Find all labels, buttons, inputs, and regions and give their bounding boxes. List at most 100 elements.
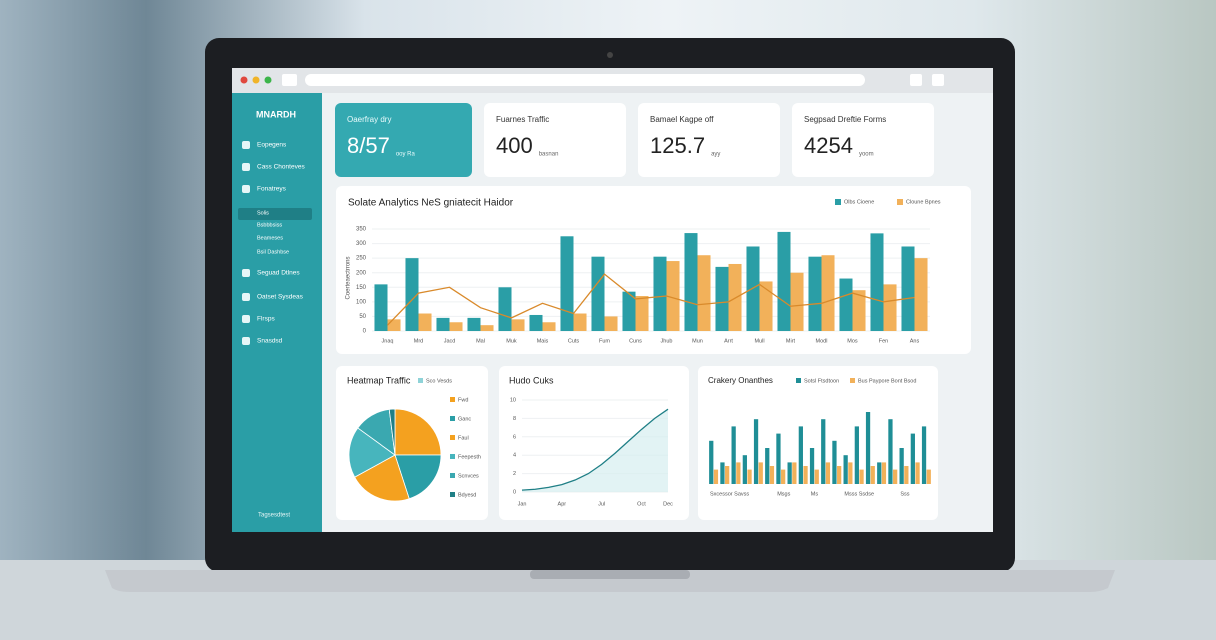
x-tick-label: Arrt bbox=[724, 338, 733, 344]
bar bbox=[498, 287, 512, 331]
x-tick-label: Fum bbox=[599, 338, 610, 344]
chart-title: Hudo Cuks bbox=[509, 375, 554, 385]
kpi-value: 8/57 bbox=[347, 133, 390, 158]
y-tick-label: 100 bbox=[356, 299, 367, 305]
legend-swatch bbox=[450, 492, 455, 497]
menu-button[interactable] bbox=[962, 74, 974, 86]
x-tick-label: Dec bbox=[663, 501, 673, 507]
menu-icon bbox=[242, 185, 250, 193]
menu-item[interactable]: Bsil Dashbse bbox=[257, 249, 289, 255]
menu-item[interactable]: Solis bbox=[257, 210, 269, 216]
bar bbox=[781, 469, 786, 484]
y-tick-label: 4 bbox=[513, 453, 516, 459]
y-tick-label: 10 bbox=[510, 397, 516, 403]
y-tick-label: 50 bbox=[359, 314, 366, 320]
bar bbox=[709, 440, 714, 484]
y-tick-label: 250 bbox=[356, 256, 367, 262]
legend-swatch bbox=[450, 397, 455, 402]
bar bbox=[877, 462, 882, 484]
window-maximize[interactable] bbox=[264, 76, 272, 84]
y-tick-label: 6 bbox=[513, 434, 516, 440]
bar bbox=[529, 314, 543, 331]
line-series bbox=[387, 273, 915, 326]
bar bbox=[591, 256, 605, 331]
bar bbox=[697, 255, 711, 331]
bar bbox=[715, 266, 729, 331]
bar bbox=[870, 466, 875, 484]
bar bbox=[769, 466, 775, 484]
legend-swatch bbox=[835, 199, 841, 205]
menu-item[interactable]: Seguad Dtlnes bbox=[257, 270, 300, 277]
extension-button[interactable] bbox=[932, 74, 944, 86]
bar bbox=[839, 278, 853, 331]
legend-label: Fwd bbox=[458, 397, 468, 403]
legend-swatch bbox=[450, 454, 455, 459]
kpi-label: Bamael Kagpe off bbox=[650, 115, 714, 124]
x-tick-label: Mal bbox=[476, 338, 485, 344]
bar bbox=[604, 316, 618, 331]
y-tick-label: 0 bbox=[363, 329, 367, 335]
bar bbox=[731, 426, 736, 484]
kpi-label: Oaerfray dry bbox=[347, 115, 391, 124]
legend-label: Bdyesd bbox=[458, 492, 476, 498]
menu-item[interactable]: Cass Chonteves bbox=[257, 164, 305, 171]
bar bbox=[511, 319, 525, 331]
bar bbox=[653, 256, 667, 331]
bar bbox=[832, 440, 837, 484]
menu-item[interactable]: Bsbbbsiss bbox=[257, 222, 282, 228]
y-tick-label: 150 bbox=[356, 285, 367, 291]
bar bbox=[449, 322, 463, 331]
sidebar-menu: Eopegens Cass Chonteves Fonatreys Solis Bsbb… bbox=[242, 141, 305, 345]
bar bbox=[809, 448, 815, 484]
bar bbox=[787, 462, 792, 484]
legend-label: Bus Paypore Bont Bsod bbox=[858, 378, 916, 384]
menu-item[interactable]: Snasdsd bbox=[257, 338, 283, 345]
x-tick-label: Ans bbox=[910, 338, 920, 344]
menu-item[interactable]: Oatset Sysdeas bbox=[257, 294, 304, 301]
laptop-notch bbox=[530, 570, 690, 579]
bar bbox=[926, 469, 931, 484]
x-tick-label: Fen bbox=[879, 338, 888, 344]
bar bbox=[713, 469, 719, 484]
bar bbox=[776, 433, 781, 484]
bar bbox=[747, 469, 752, 484]
x-tick-label: Cuts bbox=[568, 338, 580, 344]
legend-swatch bbox=[897, 199, 903, 205]
bar bbox=[814, 469, 819, 484]
menu-icon bbox=[242, 141, 250, 149]
bar bbox=[883, 284, 897, 331]
x-tick-label: Apr bbox=[558, 501, 567, 507]
window-minimize[interactable] bbox=[252, 76, 260, 84]
address-bar[interactable] bbox=[305, 74, 865, 86]
bar bbox=[843, 455, 848, 484]
bar bbox=[899, 448, 904, 484]
bar bbox=[684, 233, 698, 331]
kpi-label: Fuarnes Traffic bbox=[496, 115, 549, 124]
x-tick-label: Mos bbox=[847, 338, 858, 344]
back-button[interactable] bbox=[282, 74, 297, 86]
legend-label: Feepesth bbox=[458, 454, 481, 460]
legend-label: Olbs Cioene bbox=[844, 199, 874, 205]
x-tick-label: Oct bbox=[637, 501, 646, 507]
menu-item[interactable]: Fonatreys bbox=[257, 186, 287, 193]
window-close[interactable] bbox=[240, 76, 248, 84]
bar bbox=[753, 419, 759, 484]
kpi-unit: ayy bbox=[711, 152, 720, 158]
menu-item[interactable]: Beameses bbox=[257, 235, 283, 241]
bar bbox=[542, 322, 556, 331]
x-tick-label: Jnaq bbox=[382, 338, 394, 344]
bar bbox=[374, 284, 388, 331]
bar bbox=[759, 281, 773, 331]
bar bbox=[666, 261, 680, 331]
bar bbox=[888, 419, 893, 484]
extension-button[interactable] bbox=[910, 74, 922, 86]
x-tick-label: Jan bbox=[518, 501, 527, 507]
menu-item[interactable]: Eopegens bbox=[257, 142, 287, 149]
kpi-unit: basnan bbox=[539, 152, 559, 158]
menu-item[interactable]: Flrsps bbox=[257, 316, 275, 323]
bar bbox=[901, 246, 915, 331]
laptop-base bbox=[105, 570, 1115, 592]
x-tick-label: Mrd bbox=[414, 338, 423, 344]
bar bbox=[736, 462, 741, 484]
